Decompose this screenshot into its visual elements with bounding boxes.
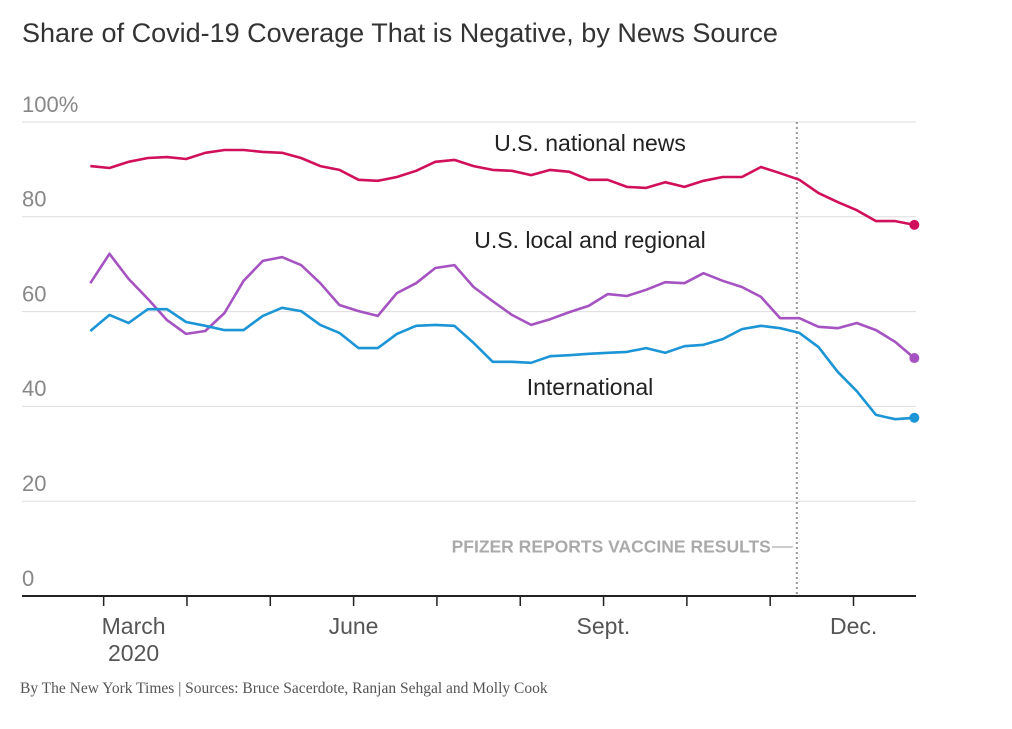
y-tick-label: 0 [22,566,34,591]
y-tick-label: 40 [22,376,46,401]
x-tick-label: Sept. [576,613,631,639]
x-tick-label: March 2020 [101,613,166,666]
y-tick-label: 100% [22,92,78,117]
chart-title: Share of Covid-19 Coverage That is Negat… [22,18,778,48]
series-line [89,306,915,421]
source-note: By The New York Times | Sources: Bruce S… [20,680,548,697]
x-tick-label: June [328,613,379,639]
series-line [89,252,916,360]
series-label: U.S. national news [494,130,686,156]
series-line [90,148,915,227]
end-dot [909,353,920,364]
y-tick-label: 20 [22,471,46,496]
y-tick-label: 80 [22,187,46,212]
y-tick-label: 60 [22,281,46,306]
end-dot [909,412,920,423]
series-label: U.S. local and regional [474,227,705,253]
x-tick-label: Dec. [830,613,878,639]
annotation-text: PFIZER REPORTS VACCINE RESULTS [452,537,771,557]
end-dot [909,219,920,230]
series-label: International [527,374,654,400]
